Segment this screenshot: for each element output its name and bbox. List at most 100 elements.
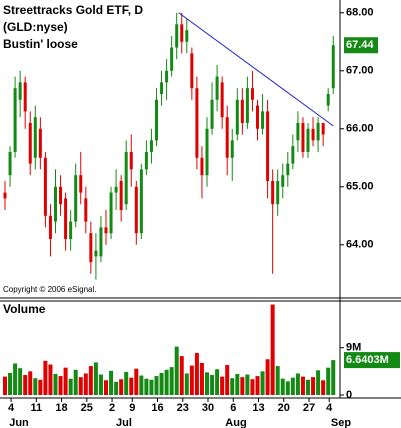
volume-bar (220, 376, 225, 395)
candle-body (114, 186, 118, 193)
candle-body (296, 122, 300, 141)
candle-body (94, 250, 98, 257)
volume-bar (18, 368, 23, 395)
x-tick-label: 13 (252, 402, 264, 414)
y-tick-label: 65.00 (346, 181, 374, 193)
candle-body (144, 151, 148, 170)
volume-bar (255, 376, 260, 395)
x-tick-label: 16 (151, 402, 163, 414)
month-label: Jun (9, 417, 29, 428)
volume-bar (230, 378, 235, 395)
candle-body (54, 186, 57, 222)
volume-bar (53, 373, 58, 395)
volume-bar (235, 373, 240, 395)
volume-bar (63, 367, 68, 395)
volume-bar (225, 365, 230, 395)
volume-bar (321, 380, 326, 395)
volume-bar (149, 379, 154, 395)
candle-body (326, 93, 330, 106)
candle-body (230, 140, 234, 158)
candle-body (124, 151, 128, 205)
candle-body (89, 233, 93, 263)
volume-bar (316, 370, 321, 395)
candle-body (291, 146, 295, 164)
volume-bar (139, 375, 144, 395)
volume-bar (205, 372, 209, 395)
volume-bar (104, 380, 108, 395)
volume-bar (114, 381, 119, 395)
month-label: Sep (331, 417, 351, 428)
volume-bar (88, 366, 93, 395)
candle-body (225, 117, 229, 158)
candle-body (139, 169, 143, 234)
volume-bar (154, 376, 159, 395)
volume-bar (144, 378, 149, 395)
volume-bar (93, 362, 98, 395)
candle-body (160, 82, 164, 94)
candle-body (84, 198, 88, 222)
candle-body (74, 175, 78, 222)
volume-bar (280, 378, 285, 395)
x-tick-label: 18 (55, 402, 67, 414)
volume-bar (306, 379, 310, 395)
x-tick-label: 6 (230, 402, 236, 414)
candle-body (33, 117, 37, 158)
volume-bar (134, 368, 139, 395)
volume-bar (184, 373, 189, 395)
candle-body (79, 175, 83, 193)
candle-body (48, 215, 52, 239)
annotation: Bustin' loose (3, 37, 78, 51)
y-tick-label: 64.00 (346, 239, 374, 251)
candle-body (286, 163, 290, 176)
candle-body (331, 45, 335, 89)
candle-body (301, 122, 305, 152)
candle-body (256, 105, 259, 129)
volume-bar (43, 360, 48, 395)
volume-bar (109, 370, 114, 395)
candle-body (38, 128, 42, 158)
candle-body (129, 151, 133, 170)
candle-body (205, 128, 209, 176)
volume-bar (215, 369, 220, 395)
volume-bar (194, 352, 199, 395)
candle-body (119, 180, 123, 210)
candle-body (190, 53, 194, 89)
candle-body (149, 140, 153, 152)
candle-body (266, 111, 270, 181)
candle-body (165, 70, 169, 83)
candle-body (316, 122, 320, 141)
y-tick-label: 9M (346, 342, 361, 354)
volume-bar (265, 359, 270, 395)
last-volume-box (344, 352, 400, 369)
last-volume-label: 6.6403M (346, 354, 389, 366)
volume-bar (270, 304, 275, 395)
volume-bar (124, 371, 129, 395)
volume-bar (199, 362, 204, 395)
y-tick-label: 66.00 (346, 123, 374, 135)
candle-body (69, 221, 73, 239)
volume-bar (300, 376, 305, 395)
candle-body (43, 157, 47, 216)
volume-bar (295, 373, 300, 395)
volume-bar (78, 377, 83, 395)
x-tick-label: 27 (303, 402, 315, 414)
candle-body (23, 82, 27, 112)
candle-body (59, 186, 63, 205)
candle-body (195, 88, 199, 158)
x-tick-label: 25 (81, 402, 93, 414)
x-tick-label: 2 (109, 402, 115, 414)
x-tick-label: 11 (30, 402, 42, 414)
x-tick-label: 30 (202, 402, 214, 414)
chart-title: Streettracks Gold ETF, D (3, 3, 143, 17)
candle-body (281, 175, 285, 187)
volume-bar (174, 346, 179, 395)
candle-body (8, 151, 12, 176)
candle-body (200, 157, 204, 176)
month-label: Jul (116, 417, 132, 428)
candle-body (240, 99, 244, 123)
volume-bar (331, 360, 336, 395)
volume-bar (326, 367, 331, 395)
volume-bar (179, 356, 184, 395)
volume-bar (73, 369, 78, 395)
